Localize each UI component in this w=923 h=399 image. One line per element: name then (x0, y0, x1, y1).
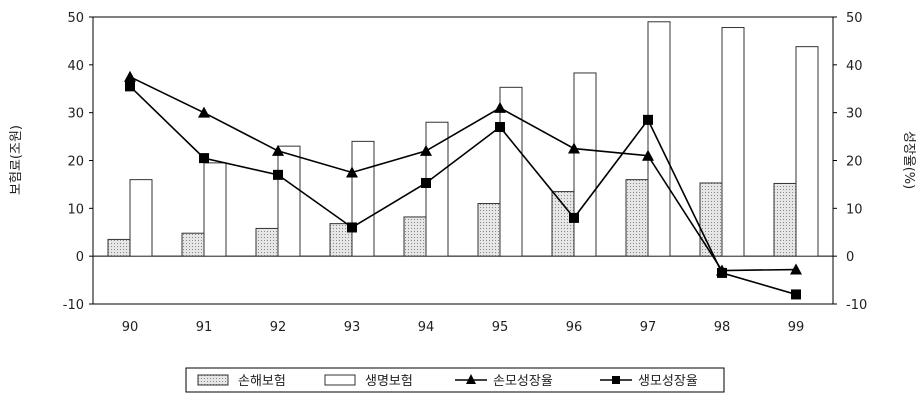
marker-square (717, 267, 727, 278)
bar-nonlife (625, 179, 649, 257)
y-tick-label: 20 (67, 155, 84, 170)
marker-square (347, 222, 357, 233)
bar-nonlife (699, 182, 723, 257)
bar-life (351, 140, 375, 257)
y-axis-title: 보험료(조원) (9, 125, 24, 195)
line-nonlife-growth (129, 76, 797, 272)
bar-life (573, 72, 597, 257)
bar-life (277, 145, 301, 257)
plot-area: 50 50 40 40 30 30 20 20 10 10 0 0 -10 -10 90 91 92 93 94 95… (63, 11, 867, 335)
x-tick-label: 96 (566, 320, 583, 335)
bar-nonlife (181, 232, 205, 257)
y-tick-label: 0 (76, 250, 84, 265)
bar-nonlife (107, 238, 131, 257)
marker-triangle (790, 263, 802, 275)
marker-square (273, 169, 283, 180)
bar-nonlife (255, 227, 279, 257)
marker-square (421, 177, 431, 188)
marker-triangle (124, 70, 136, 82)
legend-label: 생모성장율 (638, 374, 698, 389)
y2-tick-label: 50 (846, 11, 863, 26)
x-tick-label: 93 (344, 320, 361, 335)
legend-label: 손해보험 (238, 374, 286, 389)
y-tick-label: 30 (67, 107, 84, 122)
y2-tick-label: 0 (846, 250, 854, 265)
marker-square (125, 81, 135, 92)
marker-square (643, 114, 653, 125)
bar-life (129, 179, 153, 257)
x-tick-label: 99 (788, 320, 805, 335)
x-tick-label: 98 (714, 320, 731, 335)
x-tick-label: 91 (196, 320, 213, 335)
x-tick-label: 97 (640, 320, 657, 335)
marker-triangle (272, 144, 284, 156)
bar-life (203, 162, 227, 257)
x-tick-label: 92 (270, 320, 287, 335)
x-tick-label: 94 (418, 320, 435, 335)
legend-marker-triangle (466, 374, 476, 384)
marker-square (495, 122, 505, 133)
bar-life (795, 46, 819, 257)
y-tick-label: 40 (67, 59, 84, 74)
y2-tick-label: 20 (846, 155, 863, 170)
legend-swatch-life (324, 374, 356, 386)
legend-box (185, 367, 725, 393)
bar-life (499, 86, 523, 257)
y2-tick-label: 10 (846, 202, 863, 217)
marker-triangle (346, 166, 358, 178)
marker-square (199, 153, 209, 164)
y2-axis-title: 성장율(%) (901, 131, 916, 189)
x-tick-label: 95 (492, 320, 509, 335)
marker-triangle (198, 106, 210, 118)
bar-nonlife (773, 182, 797, 257)
bar-nonlife (477, 203, 501, 257)
bar-life (721, 27, 745, 257)
legend-marker-square (612, 376, 620, 384)
y-tick-label: -10 (63, 298, 84, 313)
bar-life (425, 121, 449, 257)
x-tick-label: 90 (122, 320, 139, 335)
marker-triangle (568, 142, 580, 154)
line-life-growth (129, 85, 797, 296)
bar-nonlife (551, 191, 575, 257)
marker-square (791, 289, 801, 300)
marker-triangle (420, 144, 432, 156)
y-tick-label: 50 (67, 11, 84, 26)
y2-tick-label: 30 (846, 107, 863, 122)
legend-swatch-nonlife (197, 374, 229, 386)
y-tick-label: 10 (67, 202, 84, 217)
marker-triangle (642, 149, 654, 161)
bar-nonlife (403, 216, 427, 257)
legend-label: 생명보험 (365, 374, 413, 389)
bar-life (647, 21, 671, 257)
marker-triangle (494, 101, 506, 113)
y2-tick-label: 40 (846, 59, 863, 74)
y2-tick-label: -10 (846, 298, 867, 313)
marker-square (569, 212, 579, 223)
legend-label: 손모성장율 (493, 374, 553, 389)
legend: 손해보험 생명보험 손모성장율 생모성장율 (185, 367, 725, 393)
